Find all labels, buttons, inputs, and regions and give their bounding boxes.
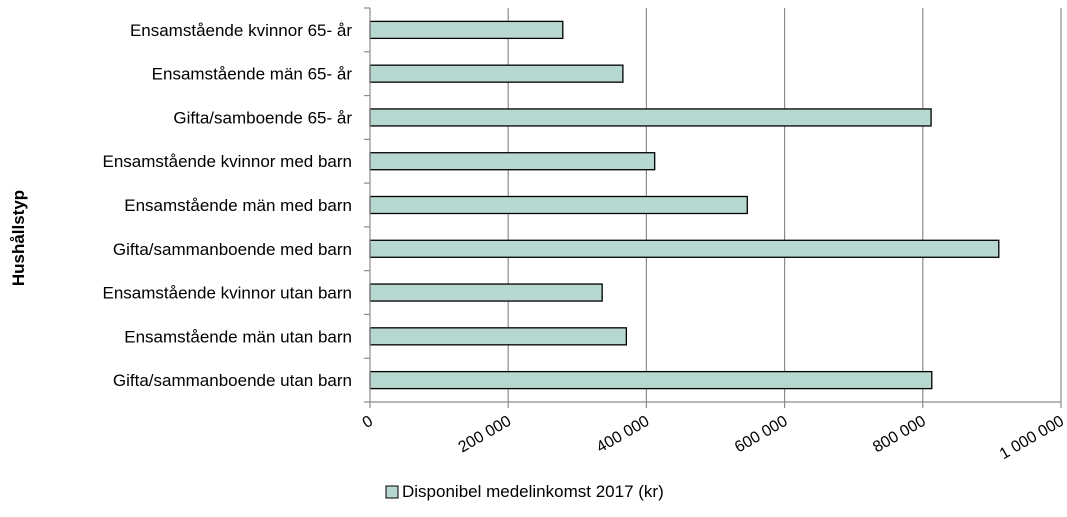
bar xyxy=(369,239,1000,258)
x-tick-label: 800 000 xyxy=(870,413,929,457)
legend-swatch xyxy=(385,485,399,499)
category-label: Ensamstående kvinnor utan barn xyxy=(103,284,353,303)
category-label: Ensamstående män med barn xyxy=(124,196,352,215)
bar xyxy=(369,370,933,390)
category-label: Ensamstående kvinnor med barn xyxy=(103,152,352,171)
x-tick-label: 400 000 xyxy=(594,413,653,457)
category-label: Gifta/sammanboende med barn xyxy=(113,240,352,259)
bar xyxy=(369,64,624,83)
category-label: Gifta/samboende 65- år xyxy=(173,108,352,127)
category-label: Ensamstående män 65- år xyxy=(152,65,353,84)
category-label: Ensamstående män utan barn xyxy=(124,327,352,346)
bar xyxy=(369,20,564,40)
legend-label: Disponibel medelinkomst 2017 (kr) xyxy=(402,482,664,501)
bar xyxy=(369,195,748,215)
x-tick-label: 600 000 xyxy=(732,413,791,457)
bar xyxy=(369,108,932,127)
x-tick-label: 1 000 000 xyxy=(997,413,1067,463)
legend: Disponibel medelinkomst 2017 (kr) xyxy=(385,482,664,501)
bar xyxy=(369,327,628,346)
bars xyxy=(369,20,1000,390)
category-label: Gifta/sammanboende utan barn xyxy=(113,371,352,390)
bar xyxy=(369,283,603,302)
y-axis-title: Hushållstyp xyxy=(9,190,28,286)
axes xyxy=(364,7,1062,408)
x-tick-label: 200 000 xyxy=(456,413,515,457)
category-labels: Ensamstående kvinnor 65- år Ensamstående … xyxy=(103,21,353,390)
category-label: Ensamstående kvinnor 65- år xyxy=(130,21,352,40)
x-tick-label: 0 xyxy=(360,413,376,432)
bar xyxy=(369,152,656,171)
x-tick-labels: 0 200 000 400 000 600 000 800 000 1 000 000 xyxy=(360,413,1067,463)
